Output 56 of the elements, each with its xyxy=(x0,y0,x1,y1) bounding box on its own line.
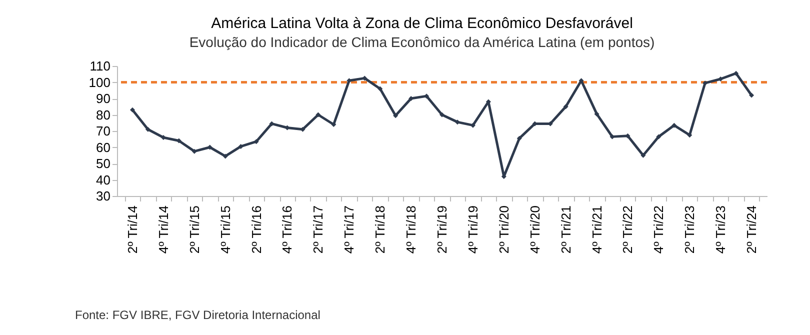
x-tick-label: 4º Tri/14 xyxy=(156,206,171,254)
x-tick-label: 2º Tri/15 xyxy=(186,206,202,254)
point xyxy=(516,136,522,141)
y-tick-label: 40 xyxy=(96,172,110,188)
x-tick-label: 2º Tri/20 xyxy=(496,206,512,254)
y-tick-label: 90 xyxy=(96,91,110,106)
source-note: Fonte: FGV IBRE, FGV Diretoria Internacional xyxy=(75,308,320,322)
point xyxy=(440,112,444,118)
x-tick-label: 2º Tri/22 xyxy=(620,206,636,254)
x-tick-label: 2º Tri/21 xyxy=(558,206,574,254)
y-tick-label: 60 xyxy=(96,140,110,155)
point xyxy=(454,120,460,125)
x-tick-label: 2º Tri/24 xyxy=(744,206,760,254)
x-tick-label: 4º Tri/21 xyxy=(589,206,604,254)
chart-subtitle: Evolução do Indicador de Clima Econômico da América Latina (em pontos) xyxy=(189,34,655,50)
x-tick-label: 4º Tri/19 xyxy=(465,206,480,254)
point xyxy=(424,94,430,99)
point xyxy=(749,92,754,98)
chart-title: América Latina Volta à Zona de Clima Econômico Desfavorável xyxy=(211,15,633,32)
x-tick-label: 4º Tri/23 xyxy=(713,206,728,254)
y-tick-label: 30 xyxy=(96,188,110,204)
point xyxy=(393,113,398,118)
point xyxy=(672,122,677,128)
x-tick-label: 2º Tri/17 xyxy=(310,206,326,254)
point xyxy=(702,80,708,86)
x-tick-label: 4º Tri/16 xyxy=(280,206,295,254)
point xyxy=(640,152,646,158)
point xyxy=(222,154,228,159)
x-tick-label: 4º Tri/18 xyxy=(404,206,419,254)
y-tick-label: 110 xyxy=(90,58,110,74)
y-tick-label: 50 xyxy=(96,156,110,171)
point xyxy=(192,148,197,154)
point xyxy=(316,112,321,118)
point xyxy=(718,76,724,82)
point xyxy=(160,135,166,140)
x-tick-label: 2º Tri/16 xyxy=(248,206,264,254)
point xyxy=(145,126,150,132)
x-tick-label: 4º Tri/15 xyxy=(218,206,233,254)
y-tick-label: 80 xyxy=(96,107,110,122)
point xyxy=(331,122,336,127)
x-tick-label: 4º Tri/17 xyxy=(342,206,357,254)
point xyxy=(378,86,383,92)
x-tick-label: 2º Tri/18 xyxy=(372,206,388,254)
x-tick-label: 2º Tri/14 xyxy=(124,206,140,254)
y-tick-label: 100 xyxy=(88,74,110,90)
x-tick-label: 4º Tri/20 xyxy=(527,206,542,254)
y-tick-label: 70 xyxy=(96,124,110,138)
point xyxy=(130,107,135,112)
point xyxy=(563,104,568,110)
x-tick-label: 4º Tri/22 xyxy=(651,206,666,254)
point xyxy=(734,70,739,76)
point xyxy=(656,134,662,140)
x-tick-label: 2º Tri/19 xyxy=(434,206,450,254)
point xyxy=(238,144,244,149)
x-tick-label: 2º Tri/23 xyxy=(682,206,698,254)
point xyxy=(594,111,600,116)
